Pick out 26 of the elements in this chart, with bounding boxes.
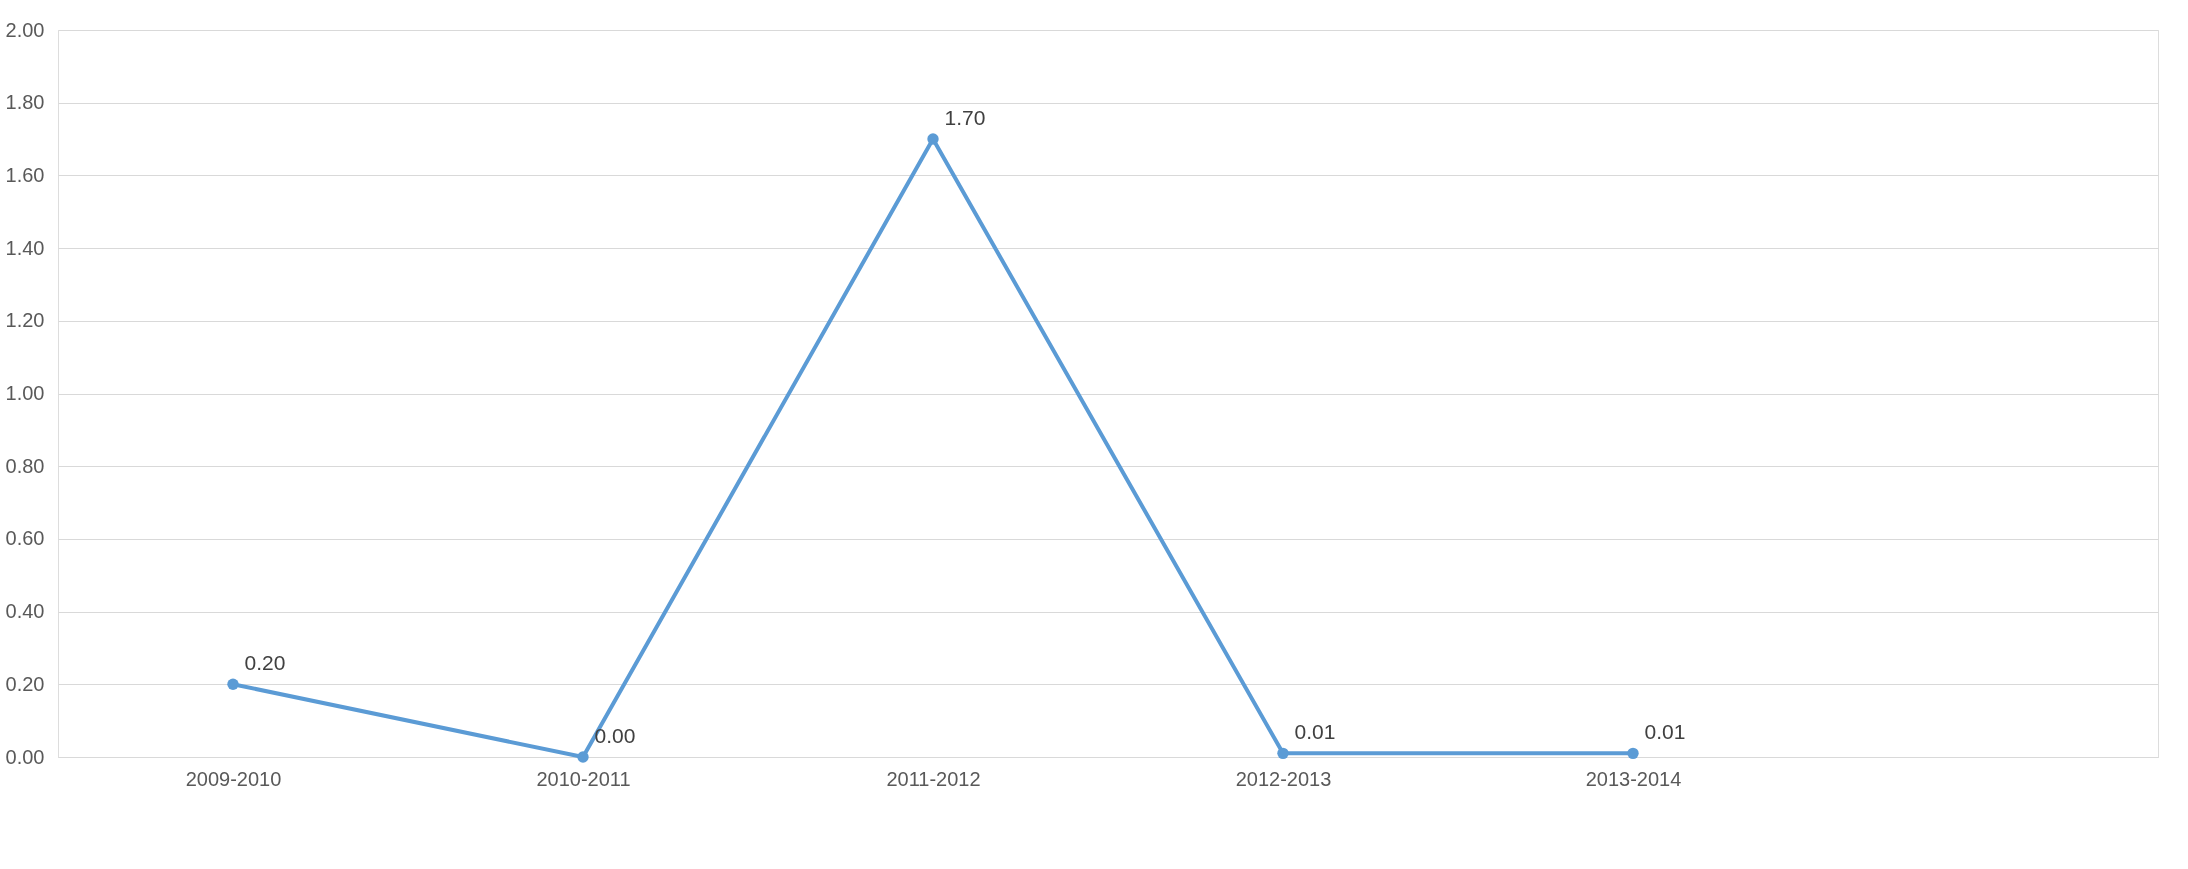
y-tick-label: 1.60 — [5, 163, 45, 186]
point — [227, 678, 239, 690]
y-tick-label: 0.80 — [5, 454, 45, 477]
data-label: 0.01 — [1644, 720, 1686, 744]
y-tick-label: 0.60 — [5, 527, 45, 550]
y-tick-label: 1.20 — [5, 309, 45, 332]
point — [577, 751, 589, 763]
data-label: 1.70 — [944, 106, 986, 130]
y-tick-label: 0.40 — [5, 600, 45, 623]
point — [1277, 747, 1289, 760]
y-tick-label: 2.00 — [5, 18, 45, 41]
y-tick-label: 1.40 — [5, 236, 45, 259]
data-label: 0.20 — [244, 651, 286, 675]
y-tick-label: 0.00 — [5, 745, 45, 768]
point — [927, 133, 939, 145]
point — [1627, 747, 1639, 760]
data-label: 0.00 — [594, 724, 636, 747]
x-tick-label: 2010-2011 — [536, 767, 631, 790]
x-tick-label: 2011-2012 — [886, 767, 981, 790]
y-tick-label: 1.80 — [5, 91, 45, 114]
y-tick-label: 0.20 — [5, 672, 45, 695]
y-tick-label: 1.00 — [5, 382, 45, 404]
x-tick-label: 2009-2010 — [185, 767, 282, 790]
data-label: 0.01 — [1294, 720, 1336, 744]
x-tick-label: 2013-2014 — [1585, 767, 1682, 790]
x-tick-label: 2012-2013 — [1235, 767, 1332, 790]
